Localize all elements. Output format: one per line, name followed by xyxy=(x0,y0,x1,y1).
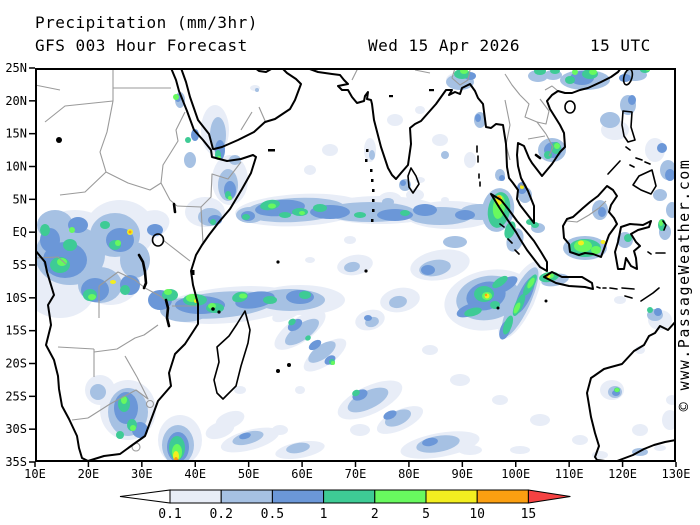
watermark-passageweather: © www.PassageWeather.com xyxy=(675,158,693,412)
valid-time-label: 15 UTC xyxy=(590,36,651,55)
svg-text:10: 10 xyxy=(469,507,485,522)
axis-layer: 10E 20E 30E 40E 50E 60E 70E 80E 90E 100E 110E 120E 1… xyxy=(5,61,690,481)
valid-date-label: Wed 15 Apr 2026 xyxy=(368,36,520,55)
svg-text:5S: 5S xyxy=(13,258,27,272)
svg-text:2: 2 xyxy=(371,507,379,522)
arabia-coast xyxy=(180,68,302,150)
svg-text:30S: 30S xyxy=(5,422,27,436)
hainan-island xyxy=(564,100,576,114)
lesser-sunda-islands xyxy=(596,286,660,302)
svg-text:100E: 100E xyxy=(501,467,530,481)
svg-text:1: 1 xyxy=(320,507,328,522)
java xyxy=(543,271,594,290)
moluccas xyxy=(647,220,667,255)
svg-text:0.1: 0.1 xyxy=(158,507,181,522)
borneo xyxy=(562,185,618,258)
svg-text:EQ: EQ xyxy=(13,225,27,239)
svg-text:15: 15 xyxy=(521,507,537,522)
svg-text:10E: 10E xyxy=(24,467,46,481)
svg-text:20N: 20N xyxy=(5,94,27,108)
svg-text:10N: 10N xyxy=(5,160,27,174)
model-forecast-label: GFS 003 Hour Forecast xyxy=(35,36,248,55)
svg-text:5: 5 xyxy=(422,507,430,522)
coastline-layer xyxy=(35,68,676,462)
color-scale-legend: 0.1 0.2 0.5 1 2 5 10 15 xyxy=(119,489,571,522)
svg-text:20E: 20E xyxy=(78,467,100,481)
small-islands xyxy=(192,89,548,373)
svg-text:35S: 35S xyxy=(5,455,27,469)
mindanao xyxy=(632,169,657,195)
svg-text:90E: 90E xyxy=(451,467,473,481)
svg-text:5N: 5N xyxy=(13,192,27,206)
svg-text:30E: 30E xyxy=(131,467,153,481)
svg-text:130E: 130E xyxy=(662,467,691,481)
lakes xyxy=(56,137,542,328)
svg-text:25S: 25S xyxy=(5,389,27,403)
sumatra xyxy=(490,193,548,272)
svg-text:40E: 40E xyxy=(184,467,206,481)
svg-text:50E: 50E xyxy=(238,467,260,481)
asia-mainland-coast xyxy=(306,68,622,224)
luzon xyxy=(621,110,636,143)
svg-text:0.2: 0.2 xyxy=(209,507,232,522)
svg-text:20S: 20S xyxy=(5,357,27,371)
australia-coast xyxy=(586,320,676,462)
svg-text:80E: 80E xyxy=(398,467,420,481)
visayas xyxy=(625,146,651,168)
map-frame xyxy=(35,68,676,462)
sulawesi xyxy=(614,220,652,270)
svg-text:70E: 70E xyxy=(345,467,367,481)
svg-text:15S: 15S xyxy=(5,324,27,338)
madagascar xyxy=(213,310,251,400)
map-title: Precipitation (mm/3hr) xyxy=(35,13,258,32)
svg-text:15N: 15N xyxy=(5,127,27,141)
sri-lanka xyxy=(407,167,420,194)
precipitation-layer xyxy=(35,68,676,462)
andaman-nicobar-islands xyxy=(476,145,481,187)
africa-coast xyxy=(35,68,257,462)
svg-text:110E: 110E xyxy=(555,467,584,481)
svg-text:60E: 60E xyxy=(291,467,313,481)
svg-text:120E: 120E xyxy=(608,467,637,481)
svg-text:0.5: 0.5 xyxy=(261,507,284,522)
palawan xyxy=(607,160,621,175)
west-sumatra-islands xyxy=(499,223,520,255)
svg-text:25N: 25N xyxy=(5,61,27,75)
svg-text:10S: 10S xyxy=(5,291,27,305)
